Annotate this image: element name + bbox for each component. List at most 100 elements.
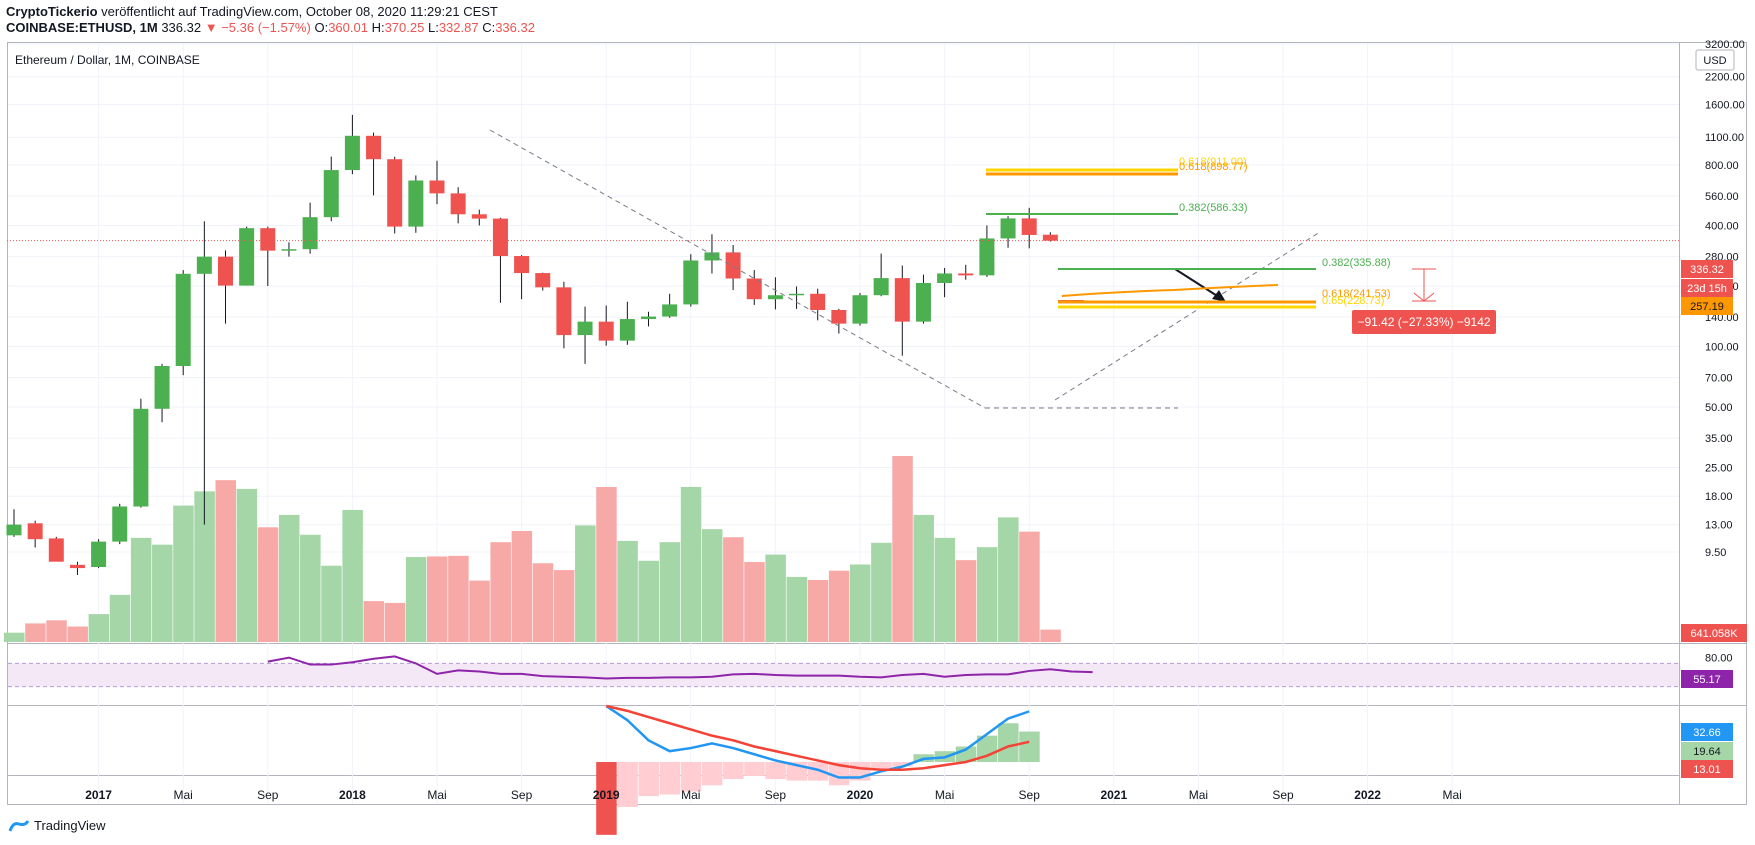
price-tick-label: 800.00 bbox=[1705, 160, 1739, 172]
fib-label: 0.382(586.33) bbox=[1179, 202, 1248, 214]
time-tick-label: 2018 bbox=[339, 788, 366, 802]
candle-body bbox=[48, 538, 64, 562]
candle-body bbox=[154, 366, 170, 409]
candle-body bbox=[535, 273, 551, 288]
candle-body bbox=[429, 180, 445, 194]
candle-body bbox=[894, 278, 910, 322]
volume-bar bbox=[955, 560, 977, 642]
time-tick-label: Sep bbox=[257, 788, 279, 802]
chart-title: Ethereum / Dollar, 1M, COINBASE bbox=[15, 53, 200, 67]
price-tick-label: 100.00 bbox=[1705, 342, 1739, 354]
volume-bar bbox=[807, 580, 829, 642]
price-tick-label: 400.00 bbox=[1705, 221, 1739, 233]
volume-bar bbox=[659, 542, 681, 642]
symbol-info[interactable]: COINBASE:ETHUSD, 1M bbox=[6, 20, 158, 35]
macd-histogram-bar bbox=[617, 762, 638, 807]
volume-bar bbox=[765, 554, 786, 642]
candle-body bbox=[91, 541, 107, 568]
macd-tag-label: 32.66 bbox=[1693, 727, 1721, 739]
candle-body bbox=[767, 295, 783, 300]
grid bbox=[8, 43, 1679, 804]
volume-bar bbox=[934, 537, 956, 642]
volume-bar bbox=[1040, 629, 1061, 642]
macd-histogram-bar bbox=[828, 762, 850, 786]
candle-body bbox=[958, 273, 974, 276]
volume-bar bbox=[786, 576, 808, 642]
candle-body bbox=[725, 252, 741, 279]
candle-body bbox=[1021, 218, 1037, 235]
arrow-head-icon bbox=[1212, 290, 1226, 302]
currency-button[interactable] bbox=[1695, 49, 1735, 71]
volume-bar bbox=[871, 542, 892, 642]
candle-body bbox=[471, 214, 487, 219]
volume-bar bbox=[405, 557, 427, 642]
price-tick-label: 1100.00 bbox=[1705, 132, 1744, 144]
price-change: −5.36 (−1.57%) bbox=[221, 20, 311, 35]
candle-body bbox=[704, 252, 720, 261]
volume-bar bbox=[617, 540, 638, 642]
projection-curve bbox=[1061, 284, 1279, 297]
price-tick-label: 2200.00 bbox=[1705, 72, 1745, 84]
macd-histogram-bar bbox=[701, 762, 723, 786]
countdown-tag-label: 23d 15h bbox=[1687, 283, 1727, 295]
candle-body bbox=[218, 256, 233, 286]
macd-histogram-bar bbox=[638, 762, 659, 797]
last-price-tag-label: 336.32 bbox=[1690, 264, 1724, 276]
macd-histogram-bar bbox=[1019, 731, 1040, 762]
volume-bar bbox=[152, 544, 173, 642]
candle-body bbox=[831, 309, 847, 324]
candle-body bbox=[810, 293, 826, 310]
volume-bar bbox=[913, 514, 934, 642]
volume-bar bbox=[638, 560, 659, 642]
volume-bar bbox=[384, 602, 406, 642]
candle-body bbox=[492, 218, 508, 257]
time-tick-label: Mai bbox=[427, 788, 446, 802]
volume-bar bbox=[850, 564, 871, 642]
volume-bar bbox=[998, 517, 1019, 642]
volume-bar bbox=[427, 556, 448, 642]
candle-body bbox=[619, 319, 635, 341]
candle-body bbox=[260, 228, 276, 251]
volume-bar bbox=[130, 537, 152, 642]
volume-bar bbox=[67, 626, 88, 642]
volume-bar bbox=[1019, 531, 1040, 642]
volume-bar bbox=[342, 509, 363, 642]
time-axis[interactable]: 2017 Mai Sep 2018 Mai Sep 2019 Mai Sep 2020 Mai Sep… bbox=[85, 788, 1462, 802]
macd-tag bbox=[1681, 723, 1733, 741]
low-label: L: bbox=[427, 20, 439, 35]
price-tick-label: 25.00 bbox=[1705, 463, 1733, 475]
candle-body bbox=[112, 506, 128, 542]
signal-tag-label: 13.01 bbox=[1693, 764, 1721, 776]
fib-label: 0.382(335.88) bbox=[1322, 257, 1391, 269]
macd-line bbox=[605, 704, 1030, 779]
volume-bar bbox=[680, 487, 702, 642]
countdown-tag bbox=[1681, 279, 1733, 297]
price-tick-label: 560.00 bbox=[1705, 191, 1739, 203]
footer-brand[interactable]: TradingView bbox=[34, 818, 106, 833]
price-tick-label: 35.00 bbox=[1705, 433, 1733, 445]
open-value: 360.01 bbox=[328, 20, 368, 35]
candle-body bbox=[598, 321, 614, 341]
measure-tool: −91.42 (−27.33%) −9142 bbox=[1352, 268, 1496, 334]
volume-bar bbox=[257, 527, 279, 642]
volume-bar bbox=[173, 505, 194, 642]
candle-body bbox=[873, 278, 889, 296]
author[interactable]: CryptoTickerio bbox=[6, 4, 98, 19]
volume-bar bbox=[236, 488, 258, 642]
price-axis[interactable]: 9.50 13.00 18.00 25.00 35.00 50.00 70.00 100.00… bbox=[1705, 39, 1745, 688]
candle-body bbox=[979, 238, 995, 276]
price-tick-label: 70.00 bbox=[1705, 373, 1733, 385]
hist-tag-label: 19.64 bbox=[1693, 746, 1721, 758]
close-label: C: bbox=[482, 20, 496, 35]
candle-body bbox=[6, 524, 22, 536]
last-price-tag bbox=[1681, 260, 1733, 278]
price-tick-label: 3200.00 bbox=[1705, 39, 1745, 51]
signal-tag bbox=[1681, 760, 1733, 778]
volume-bar bbox=[828, 570, 850, 642]
candle-body bbox=[69, 564, 85, 569]
volume-bar bbox=[553, 570, 575, 642]
macd-histogram-bar bbox=[659, 762, 681, 795]
volume-bar bbox=[321, 565, 342, 642]
candle-body bbox=[789, 293, 805, 296]
